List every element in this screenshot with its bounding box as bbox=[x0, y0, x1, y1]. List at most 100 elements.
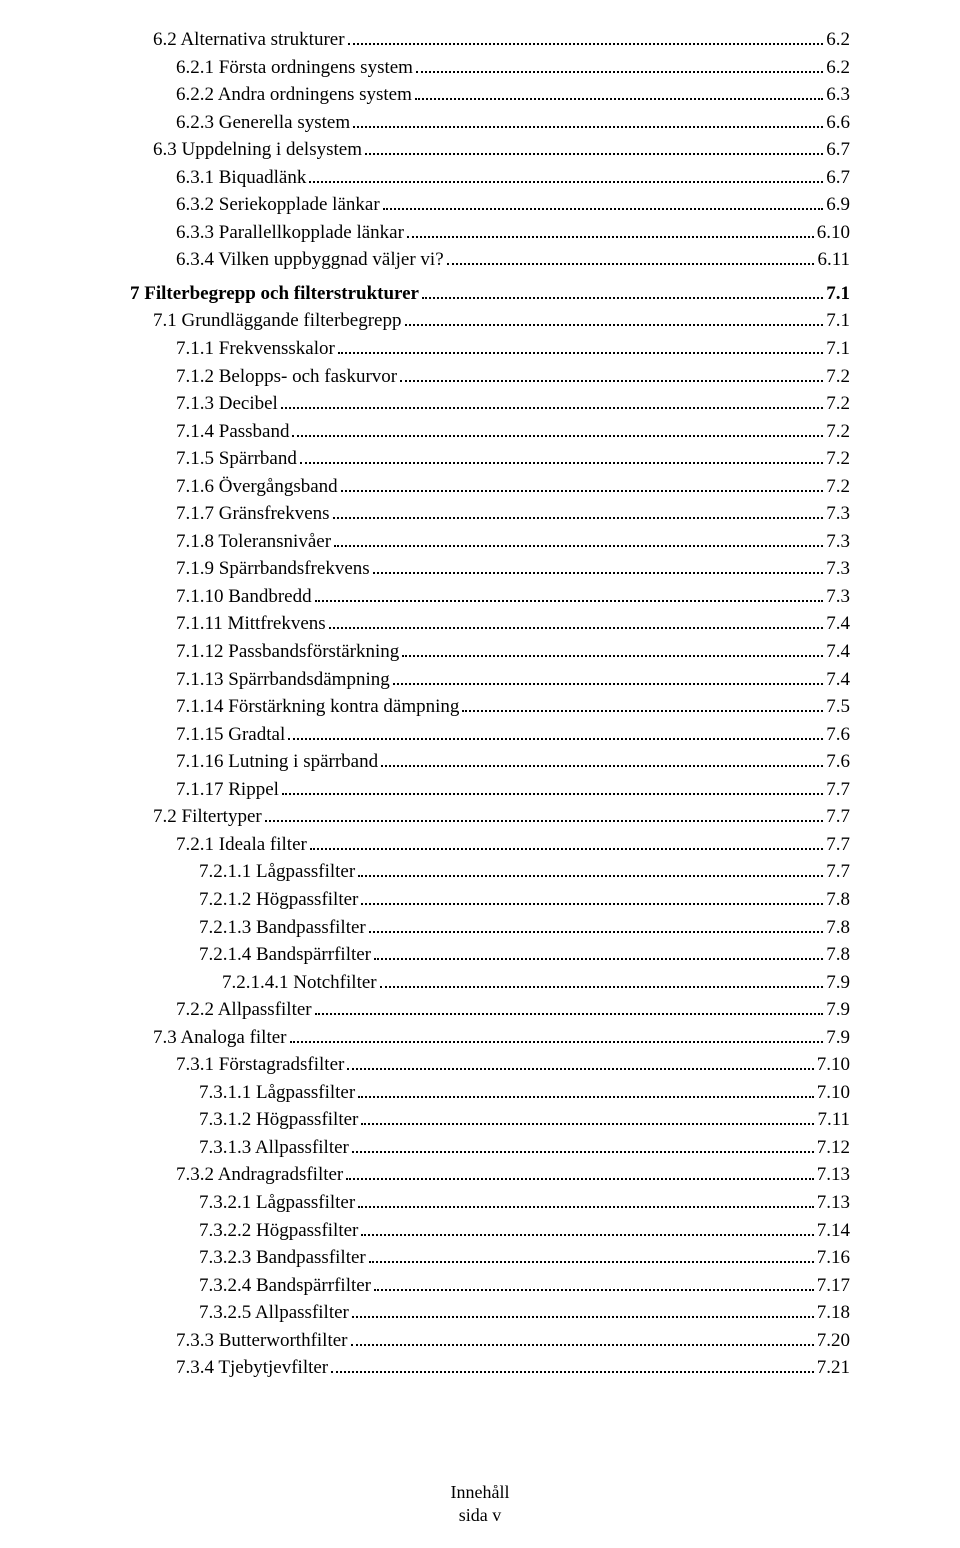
toc-entry-page: 7.9 bbox=[826, 1024, 850, 1052]
toc-entry-label: 6.3.4 Vilken uppbyggnad väljer vi? bbox=[176, 246, 444, 274]
toc-leader-dots bbox=[315, 1003, 824, 1015]
toc-entry: 7.1.15 Gradtal 7.6 bbox=[130, 721, 850, 749]
toc-entry: 7.3.2 Andragradsfilter7.13 bbox=[130, 1161, 850, 1189]
toc-leader-dots bbox=[402, 645, 823, 657]
toc-entry: 7.3.3 Butterworthfilter7.20 bbox=[130, 1327, 850, 1355]
toc-entry-page: 7.16 bbox=[817, 1244, 850, 1272]
toc-entry-page: 7.10 bbox=[817, 1079, 850, 1107]
toc-leader-dots bbox=[383, 198, 824, 210]
toc-entry-page: 6.11 bbox=[817, 246, 850, 274]
toc-entry: 7.1.17 Rippel7.7 bbox=[130, 776, 850, 804]
toc-leader-dots bbox=[351, 1333, 814, 1345]
toc-entry-page: 7.5 bbox=[826, 693, 850, 721]
toc-leader-dots bbox=[400, 369, 823, 381]
toc-leader-dots bbox=[290, 1030, 824, 1042]
toc-leader-dots bbox=[292, 424, 823, 436]
toc-entry: 7.3.1 Förstagradsfilter 7.10 bbox=[130, 1051, 850, 1079]
toc-entry: 7.1.3 Decibel 7.2 bbox=[130, 390, 850, 418]
toc-entry: 7.1.16 Lutning i spärrband7.6 bbox=[130, 748, 850, 776]
toc-leader-dots bbox=[361, 893, 823, 905]
table-of-contents: 6.2 Alternativa strukturer6.26.2.1 Först… bbox=[130, 26, 850, 1382]
toc-entry: 7.3.2.2 Högpassfilter7.14 bbox=[130, 1217, 850, 1245]
toc-entry: 7.2.1.3 Bandpassfilter7.8 bbox=[130, 914, 850, 942]
toc-leader-dots bbox=[369, 920, 823, 932]
toc-entry: 7.1.14 Förstärkning kontra dämpning 7.5 bbox=[130, 693, 850, 721]
toc-entry-page: 7.18 bbox=[817, 1299, 850, 1327]
toc-leader-dots bbox=[352, 1140, 814, 1152]
toc-entry-page: 7.14 bbox=[817, 1217, 850, 1245]
toc-entry-label: 7.2.2 Allpassfilter bbox=[176, 996, 312, 1024]
toc-entry-label: 7.3.2 Andragradsfilter bbox=[176, 1161, 343, 1189]
toc-leader-dots bbox=[361, 1113, 814, 1125]
toc-entry-label: 7.3.2.1 Lågpassfilter bbox=[199, 1189, 355, 1217]
page: 6.2 Alternativa strukturer6.26.2.1 Först… bbox=[0, 0, 960, 1548]
toc-entry: 7.2.1.1 Lågpassfilter7.7 bbox=[130, 858, 850, 886]
toc-leader-dots bbox=[358, 1196, 814, 1208]
toc-entry-page: 7.10 bbox=[817, 1051, 850, 1079]
toc-entry-label: 7.1.3 Decibel bbox=[176, 390, 278, 418]
toc-entry-page: 7.17 bbox=[817, 1272, 850, 1300]
toc-entry: 7.1.12 Passbandsförstärkning7.4 bbox=[130, 638, 850, 666]
toc-entry: 7.1.9 Spärrbandsfrekvens7.3 bbox=[130, 555, 850, 583]
toc-leader-dots bbox=[338, 342, 823, 354]
toc-entry: 6.3.4 Vilken uppbyggnad väljer vi? 6.11 bbox=[130, 246, 850, 274]
toc-entry: 7.3.2.3 Bandpassfilter 7.16 bbox=[130, 1244, 850, 1272]
toc-leader-dots bbox=[373, 562, 824, 574]
toc-leader-dots bbox=[365, 143, 823, 155]
toc-leader-dots bbox=[331, 1361, 814, 1373]
toc-entry: 7.2.1.4.1 Notchfilter7.9 bbox=[130, 969, 850, 997]
toc-leader-dots bbox=[358, 865, 823, 877]
toc-leader-dots bbox=[329, 617, 824, 629]
toc-entry-label: 7.1.5 Spärrband bbox=[176, 445, 297, 473]
toc-entry-label: 7.3.2.5 Allpassfilter bbox=[199, 1299, 349, 1327]
toc-entry-page: 7.12 bbox=[817, 1134, 850, 1162]
toc-leader-dots bbox=[447, 253, 815, 265]
toc-entry-label: 6.2.3 Generella system bbox=[176, 109, 350, 137]
toc-entry-label: 7.1.16 Lutning i spärrband bbox=[176, 748, 378, 776]
toc-leader-dots bbox=[405, 314, 824, 326]
toc-leader-dots bbox=[393, 672, 824, 684]
toc-leader-dots bbox=[422, 286, 823, 298]
toc-entry: 6.2.3 Generella system6.6 bbox=[130, 109, 850, 137]
toc-entry: 7.1.7 Gränsfrekvens7.3 bbox=[130, 500, 850, 528]
toc-entry-page: 6.3 bbox=[826, 81, 850, 109]
toc-entry-label: 6.3.3 Parallellkopplade länkar bbox=[176, 219, 404, 247]
toc-leader-dots bbox=[374, 1278, 814, 1290]
toc-entry-label: 7.1.8 Toleransnivåer bbox=[176, 528, 331, 556]
toc-entry: 7.2.1.2 Högpassfilter7.8 bbox=[130, 886, 850, 914]
toc-entry-page: 6.9 bbox=[826, 191, 850, 219]
toc-leader-dots bbox=[462, 700, 823, 712]
toc-entry-label: 7.2 Filtertyper bbox=[153, 803, 262, 831]
toc-entry-page: 7.8 bbox=[826, 941, 850, 969]
toc-entry-label: 7.3.2.3 Bandpassfilter bbox=[199, 1244, 366, 1272]
toc-entry-page: 7.20 bbox=[817, 1327, 850, 1355]
toc-entry: 7.3.2.5 Allpassfilter 7.18 bbox=[130, 1299, 850, 1327]
toc-entry-page: 7.2 bbox=[826, 473, 850, 501]
toc-leader-dots bbox=[310, 837, 823, 849]
toc-entry-page: 6.10 bbox=[817, 219, 850, 247]
toc-entry-label: 6.3.2 Seriekopplade länkar bbox=[176, 191, 380, 219]
toc-entry-page: 7.3 bbox=[826, 583, 850, 611]
toc-entry-label: 7.1.14 Förstärkning kontra dämpning bbox=[176, 693, 459, 721]
toc-entry-page: 7.2 bbox=[826, 418, 850, 446]
toc-leader-dots bbox=[265, 810, 824, 822]
toc-entry-page: 7.8 bbox=[826, 886, 850, 914]
toc-leader-dots bbox=[374, 948, 823, 960]
toc-entry-page: 7.2 bbox=[826, 390, 850, 418]
toc-entry: 7.1.10 Bandbredd7.3 bbox=[130, 583, 850, 611]
toc-leader-dots bbox=[353, 115, 823, 127]
toc-entry: 7.3.1.2 Högpassfilter7.11 bbox=[130, 1106, 850, 1134]
toc-entry-label: 7.3.4 Tjebytjevfilter bbox=[176, 1354, 328, 1382]
toc-entry-page: 7.7 bbox=[826, 858, 850, 886]
toc-entry-label: 7.3.1 Förstagradsfilter bbox=[176, 1051, 344, 1079]
toc-entry-page: 7.3 bbox=[826, 528, 850, 556]
toc-entry: 7.3.2.4 Bandspärrfilter7.17 bbox=[130, 1272, 850, 1300]
toc-entry-page: 7.6 bbox=[826, 721, 850, 749]
toc-entry-label: 7.1.15 Gradtal bbox=[176, 721, 285, 749]
toc-entry-page: 7.4 bbox=[826, 610, 850, 638]
toc-entry-page: 7.4 bbox=[826, 638, 850, 666]
toc-entry-page: 7.3 bbox=[826, 555, 850, 583]
toc-entry: 7.3.1.1 Lågpassfilter7.10 bbox=[130, 1079, 850, 1107]
footer-page: sida v bbox=[0, 1504, 960, 1527]
toc-entry-label: 7.1.4 Passband bbox=[176, 418, 289, 446]
